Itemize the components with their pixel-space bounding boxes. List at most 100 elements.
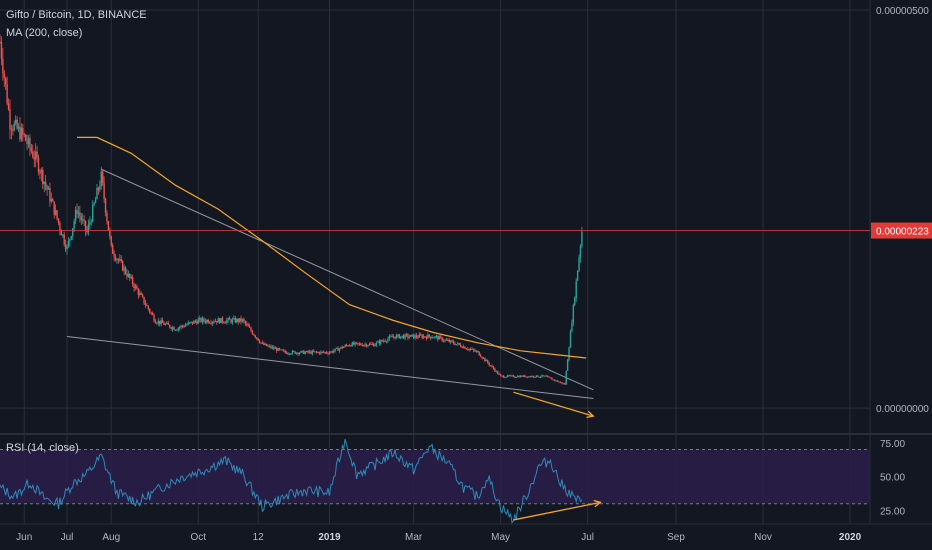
candle-body — [29, 138, 31, 149]
candle-body — [12, 129, 14, 131]
candle-body — [92, 204, 94, 222]
candle-body — [100, 171, 102, 187]
candle-body — [62, 234, 64, 236]
candle-body — [127, 273, 130, 277]
candle-body — [224, 322, 227, 324]
candle-body — [569, 331, 572, 348]
candle-body — [163, 323, 165, 325]
candle-body — [417, 337, 419, 339]
candle-body — [568, 347, 570, 360]
candle-body — [66, 246, 68, 250]
candle-body — [571, 322, 573, 332]
candle-body — [280, 349, 282, 351]
candle-body — [211, 321, 214, 324]
candle-body — [200, 318, 202, 322]
candle-body — [479, 355, 482, 357]
candle-body — [367, 345, 369, 347]
time-tick-label: Nov — [754, 532, 772, 543]
candle-body — [535, 375, 537, 378]
candle-body — [457, 343, 459, 345]
candle-body — [293, 351, 295, 353]
last-price-label: 0.00000223 — [876, 227, 929, 238]
candle-body — [129, 273, 131, 278]
rsi-legend-label[interactable]: RSI (14, close) — [6, 442, 79, 454]
candle-body — [7, 103, 10, 110]
candle-body — [410, 334, 412, 337]
candle-body — [361, 344, 363, 346]
candle-body — [174, 329, 177, 331]
candle-body — [226, 320, 228, 323]
candle-body — [579, 245, 582, 258]
candle-body — [576, 270, 579, 281]
candle-body — [6, 84, 8, 104]
candle-body — [117, 259, 120, 261]
rsi-tick-label: 75.00 — [880, 439, 905, 450]
candle-body — [275, 348, 278, 351]
rsi-axis[interactable]: 75.00 50.00 25.00 — [880, 439, 905, 518]
candle-body — [518, 376, 520, 378]
candle-body — [94, 199, 97, 203]
price-axis[interactable]: 0.000050000.000045000.000040000.00003500… — [876, 0, 929, 415]
candle-body — [412, 334, 415, 339]
candle-body — [494, 368, 496, 372]
candle-body — [431, 337, 433, 339]
last-price-tag — [871, 222, 932, 239]
candle-body — [392, 336, 395, 338]
rsi-line — [0, 438, 583, 524]
candle-body — [0, 42, 3, 59]
candle-body — [295, 352, 298, 354]
candle-body — [452, 341, 455, 344]
candle-body — [26, 140, 28, 145]
candle-body — [384, 340, 386, 342]
candle-body — [461, 346, 463, 348]
candle-body — [216, 321, 218, 323]
candle-body — [223, 321, 225, 323]
candle-body — [368, 343, 371, 346]
candle-body — [511, 375, 513, 377]
candle-body — [143, 296, 145, 304]
time-tick-label: Oct — [190, 532, 206, 543]
candle-body — [267, 345, 269, 347]
time-axis[interactable]: Jun Jul Aug Oct 12 2019 Mar May Jul Sep Nov 2020 — [16, 532, 861, 543]
candle-body — [27, 138, 30, 145]
candle-body — [32, 151, 34, 158]
candle-body — [325, 352, 328, 354]
candle-body — [247, 324, 249, 327]
rsi-tick-label: 50.00 — [880, 473, 905, 484]
candle-body — [509, 375, 512, 377]
candle-body — [230, 319, 232, 323]
candle-body — [217, 318, 219, 323]
candle-body — [72, 228, 74, 237]
candle-body — [381, 340, 383, 342]
candle-body — [264, 343, 266, 345]
candle-body — [254, 335, 256, 338]
candle-body — [170, 327, 172, 329]
candle-body — [63, 234, 65, 245]
symbol-title[interactable]: Gifto / Bitcoin, 1D, BINANCE — [6, 9, 147, 21]
candle-body — [318, 352, 321, 354]
candle-body — [578, 257, 580, 271]
candle-body — [43, 181, 45, 185]
candle-body — [532, 375, 535, 378]
candle-body — [83, 219, 85, 221]
candle-body — [491, 365, 493, 367]
candle-body — [301, 350, 304, 352]
candle-body — [544, 375, 546, 377]
candle-body — [575, 280, 577, 298]
candle-body — [347, 345, 349, 347]
candle-body — [435, 336, 438, 338]
candle-body — [303, 350, 305, 354]
candle-body — [67, 241, 70, 247]
candle-body — [139, 293, 141, 295]
candle-body — [193, 320, 195, 324]
candle-body — [121, 260, 124, 271]
candle-body — [153, 314, 155, 321]
ma-legend-label[interactable]: MA (200, close) — [6, 27, 83, 39]
candle-body — [334, 348, 336, 351]
candle-body — [458, 343, 460, 345]
candle-body — [166, 322, 168, 324]
candle-body — [16, 119, 18, 129]
candle-body — [288, 353, 291, 355]
candle-body — [354, 342, 356, 345]
